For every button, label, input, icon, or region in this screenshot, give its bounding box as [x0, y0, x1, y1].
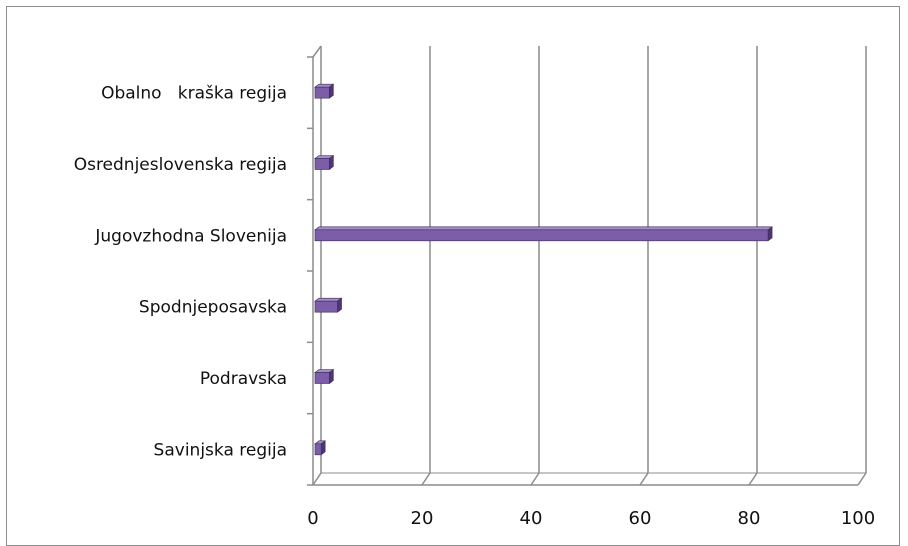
bar-front-face [315, 230, 768, 241]
bar-0 [315, 441, 325, 455]
bar-front-face [315, 87, 329, 98]
category-label: Jugovzhodna Slovenija [94, 226, 287, 246]
category-label: Osrednjeslovenska regija [74, 155, 287, 175]
bar-front-face [315, 301, 338, 312]
bar-5 [315, 84, 333, 98]
gridline-foot-40 [531, 473, 539, 485]
label-layer: Savinjska regija Podravska Spodnjeposavska… [74, 84, 875, 529]
bar-front-face [315, 159, 329, 170]
bar-1 [315, 370, 333, 384]
x-tick-label: 40 [520, 508, 543, 529]
gridline-foot-0 [313, 473, 321, 485]
bar-layer [315, 84, 772, 455]
gridline-foot-100 [858, 473, 866, 485]
category-label: Obalno kraška regija [101, 84, 287, 104]
gridline-foot-60 [640, 473, 648, 485]
category-label: Podravska [200, 369, 287, 389]
gridline-foot-20 [422, 473, 430, 485]
bar-3 [315, 227, 772, 241]
gridline-foot-80 [749, 473, 757, 485]
bar-top-face [315, 227, 772, 230]
bar-2 [315, 298, 342, 312]
axis-layer [307, 46, 866, 485]
category-label: Spodnjeposavska [139, 298, 287, 318]
grid-layer [313, 46, 866, 485]
y-axis-top-edge [313, 46, 321, 57]
x-tick-label: 80 [738, 508, 761, 529]
bar-front-face [315, 373, 329, 384]
x-tick-label: 0 [307, 508, 318, 529]
x-tick-label: 20 [411, 508, 434, 529]
bar-4 [315, 156, 333, 170]
x-tick-label: 100 [841, 508, 875, 529]
category-label: Savinjska regija [154, 440, 287, 460]
bar-top-face [315, 298, 342, 301]
bar-front-face [315, 444, 321, 455]
x-tick-label: 60 [629, 508, 652, 529]
